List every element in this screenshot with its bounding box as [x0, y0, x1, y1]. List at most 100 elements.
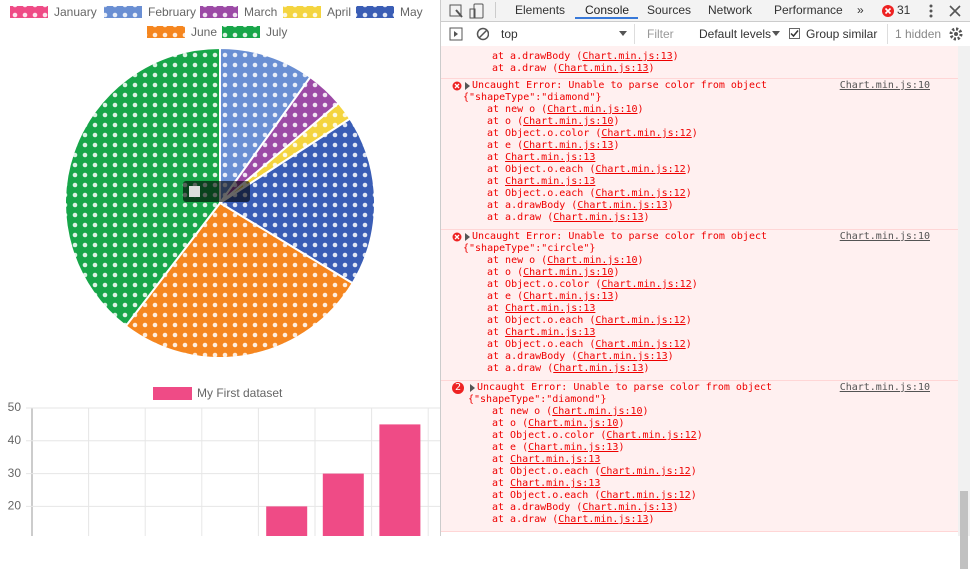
- context-select[interactable]: top: [501, 27, 518, 41]
- source-link[interactable]: Chart.min.js:10: [839, 231, 930, 242]
- source-link[interactable]: Chart.min.js:10: [839, 80, 930, 91]
- stack-text: ): [643, 363, 650, 374]
- tab[interactable]: Network: [708, 3, 753, 17]
- stack-link[interactable]: Chart.min.js:12: [601, 128, 692, 139]
- stack-link[interactable]: Chart.min.js:13: [582, 502, 673, 513]
- error-count[interactable]: 31: [897, 3, 911, 17]
- scroll-thumb[interactable]: [960, 491, 968, 569]
- stack-frame: at o (Chart.min.js:10): [441, 116, 958, 128]
- stack-link[interactable]: Chart.min.js:10: [552, 406, 643, 417]
- scrollbar[interactable]: [958, 46, 970, 569]
- legend-label: March: [244, 5, 277, 19]
- error-title: Uncaught Error: Unable to parse color fr…: [472, 80, 768, 91]
- stack-link[interactable]: Chart.min.js:10: [523, 116, 614, 127]
- stack-link[interactable]: Chart.min.js:12: [600, 490, 691, 501]
- expand-arrow[interactable]: [465, 233, 471, 241]
- stack-text: at: [487, 176, 506, 187]
- stack-text: ): [685, 315, 692, 326]
- inspect-icons[interactable]: [449, 3, 489, 19]
- stack-text: ): [642, 406, 649, 417]
- stack-frame: at new o (Chart.min.js:10): [441, 104, 958, 116]
- bar: [266, 506, 308, 536]
- stack-link[interactable]: Chart.min.js:12: [600, 466, 691, 477]
- menu-icon[interactable]: [927, 3, 935, 19]
- expand-arrow[interactable]: [470, 384, 476, 392]
- separator: [887, 24, 888, 44]
- stack-link[interactable]: Chart.min.js:12: [595, 164, 686, 175]
- stack-link[interactable]: Chart.min.js:10: [547, 255, 638, 266]
- stack-frame: at a.drawBody (Chart.min.js:13): [441, 351, 958, 363]
- stack-text: at e (: [487, 291, 524, 302]
- console-message: at a.drawBody (Chart.min.js:13) at a.draw…: [441, 46, 958, 79]
- stack-link[interactable]: Chart.min.js:13: [523, 291, 614, 302]
- stack-text: ): [613, 140, 620, 151]
- stack-text: at a.drawBody (: [492, 51, 583, 62]
- console-message: Uncaught Error: Unable to parse color fr…: [441, 230, 958, 381]
- stack-link[interactable]: Chart.min.js:13: [558, 514, 649, 525]
- charts: January February March April May June July 20 30…: [8, 5, 440, 536]
- stack-link[interactable]: Chart.min.js:13: [558, 63, 649, 74]
- close-icon[interactable]: [949, 5, 961, 17]
- legend-label: July: [266, 25, 287, 39]
- stack-link[interactable]: Chart.min.js:13: [553, 363, 644, 374]
- stack-link[interactable]: Chart.min.js:12: [595, 315, 686, 326]
- console-log: at a.drawBody (Chart.min.js:13) at a.draw…: [441, 46, 958, 536]
- stack-text: ): [685, 164, 692, 175]
- stack-link[interactable]: Chart.min.js:13: [510, 478, 601, 489]
- stack-link[interactable]: Chart.min.js:13: [577, 200, 668, 211]
- stack-link[interactable]: Chart.min.js:12: [601, 279, 692, 290]
- group-similar[interactable]: Group similar: [806, 27, 878, 41]
- settings-icon[interactable]: [949, 27, 963, 41]
- stack-text: ): [643, 212, 650, 223]
- stack-frame: at Object.o.each (Chart.min.js:12): [441, 315, 958, 327]
- stack-link[interactable]: Chart.min.js:13: [553, 212, 644, 223]
- stack-text: at new o (: [487, 104, 548, 115]
- filter-input[interactable]: Filter: [647, 27, 674, 41]
- toolbar-icons[interactable]: [449, 27, 489, 41]
- stack-link[interactable]: Chart.min.js:13: [505, 303, 596, 314]
- stack-link[interactable]: Chart.min.js:13: [505, 327, 596, 338]
- stack-link[interactable]: Chart.min.js:13: [523, 140, 614, 151]
- y-tick-label: 20: [8, 499, 22, 513]
- stack-text: at a.draw (: [492, 63, 559, 74]
- stack-text: at Object.o.color (: [492, 430, 607, 441]
- stack-frame: at Object.o.each (Chart.min.js:12): [441, 466, 958, 478]
- tab[interactable]: Console: [585, 3, 630, 17]
- expand-arrow[interactable]: [465, 82, 471, 90]
- error-icon[interactable]: [881, 4, 895, 18]
- tab[interactable]: Elements: [515, 3, 566, 17]
- stack-text: ): [690, 490, 697, 501]
- stack-frame: at Chart.min.js:13: [441, 454, 958, 466]
- stack-link[interactable]: Chart.min.js:13: [528, 442, 619, 453]
- levels-select[interactable]: Default levels: [699, 27, 772, 41]
- more-tabs[interactable]: »: [857, 3, 864, 17]
- stack-link[interactable]: Chart.min.js:13: [505, 176, 596, 187]
- stack-link[interactable]: Chart.min.js:13: [577, 351, 668, 362]
- stack-link[interactable]: Chart.min.js:10: [547, 104, 638, 115]
- stack-link[interactable]: Chart.min.js:10: [523, 267, 614, 278]
- stack-text: at Object.o.each (: [492, 490, 601, 501]
- checkbox[interactable]: [789, 28, 801, 40]
- stack-text: ): [672, 502, 679, 513]
- console-prompt[interactable]: >: [441, 532, 958, 536]
- stack-frame: at o (Chart.min.js:10): [441, 418, 958, 430]
- legend-swatch-pattern: [356, 6, 394, 18]
- stack-text: ): [618, 418, 625, 429]
- legend-swatch-pattern: [147, 26, 185, 38]
- stack-frame: at e (Chart.min.js:13): [441, 442, 958, 454]
- tab[interactable]: Performance: [774, 3, 843, 17]
- stack-link[interactable]: Chart.min.js:10: [528, 418, 619, 429]
- tab[interactable]: Sources: [647, 3, 692, 17]
- stack-link[interactable]: Chart.min.js:12: [606, 430, 697, 441]
- stack-link[interactable]: Chart.min.js:13: [505, 152, 596, 163]
- source-link[interactable]: Chart.min.js:10: [839, 382, 930, 393]
- stack-link[interactable]: Chart.min.js:13: [582, 51, 673, 62]
- stack-link[interactable]: Chart.min.js:13: [510, 454, 601, 465]
- stack-frame: at Object.o.color (Chart.min.js:12): [441, 128, 958, 140]
- separator: [634, 24, 635, 44]
- stack-text: at e (: [492, 442, 529, 453]
- stack-link[interactable]: Chart.min.js:12: [595, 188, 686, 199]
- stack-text: at a.drawBody (: [487, 351, 578, 362]
- stack-text: ): [685, 339, 692, 350]
- stack-link[interactable]: Chart.min.js:12: [595, 339, 686, 350]
